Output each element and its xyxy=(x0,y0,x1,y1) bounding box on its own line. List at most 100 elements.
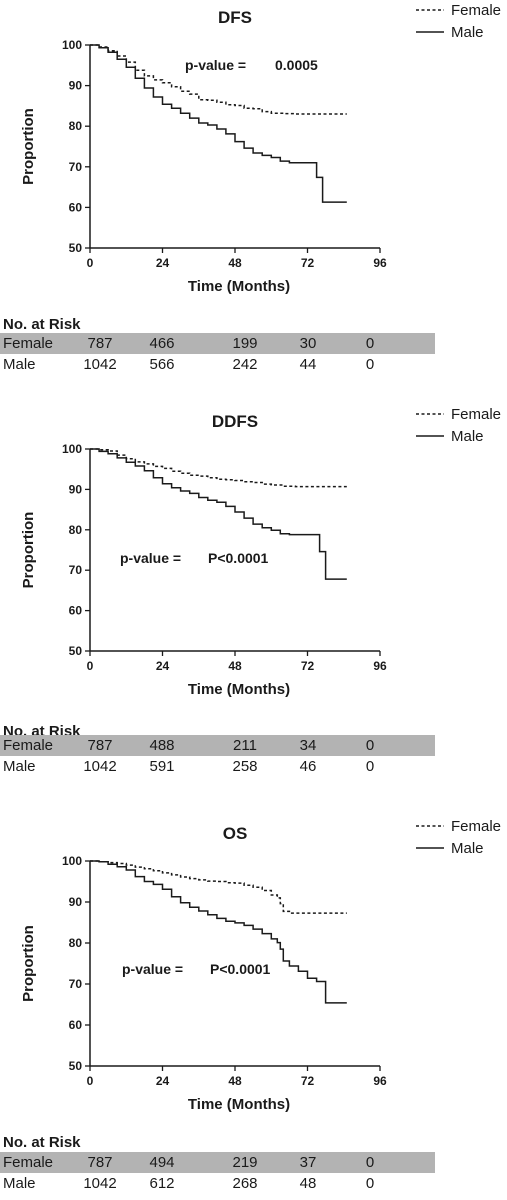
risk-cell: 787 xyxy=(87,1154,112,1171)
risk-cell: 0 xyxy=(366,1154,374,1171)
y-tick-label: 60 xyxy=(69,604,83,618)
risk-row-label: Female xyxy=(3,335,53,352)
x-tick-label: 72 xyxy=(301,1074,315,1088)
risk-cell: 0 xyxy=(366,737,374,754)
y-tick-label: 70 xyxy=(69,563,83,577)
x-tick-label: 48 xyxy=(228,659,242,673)
chart-panel-os: OS Female Male 50 60 70 80 90 100 0 24 48 72 96 Time (… xyxy=(0,818,501,1192)
risk-cell: 258 xyxy=(232,758,257,775)
series-line-male xyxy=(90,448,347,580)
y-tick-label: 70 xyxy=(69,977,83,991)
p-value-label: p-value = xyxy=(120,550,181,566)
legend-label-male: Male xyxy=(451,428,484,445)
x-tick-label: 0 xyxy=(87,1074,94,1088)
risk-row-shade xyxy=(0,333,435,354)
chart-title: DFS xyxy=(218,8,252,27)
chart-panel-dfs: DFS Female Male 50 60 70 80 90 100 0 24 48 72 96 Time … xyxy=(0,2,501,373)
risk-cell: 494 xyxy=(149,1154,174,1171)
risk-cell: 48 xyxy=(300,1175,317,1192)
series-line-female xyxy=(90,448,347,488)
chart-title: DDFS xyxy=(212,412,258,431)
risk-cell: 591 xyxy=(149,758,174,775)
risk-cell: 268 xyxy=(232,1175,257,1192)
risk-cell: 787 xyxy=(87,737,112,754)
p-value: P<0.0001 xyxy=(210,961,271,977)
x-axis-label: Time (Months) xyxy=(188,681,290,698)
risk-cell: 44 xyxy=(300,356,317,373)
p-value-label: p-value = xyxy=(185,57,246,73)
x-tick-label: 0 xyxy=(87,659,94,673)
x-tick-label: 72 xyxy=(301,256,315,270)
x-tick-label: 0 xyxy=(87,256,94,270)
y-tick-label: 50 xyxy=(69,1059,83,1073)
risk-cell: 30 xyxy=(300,335,317,352)
risk-cell: 0 xyxy=(366,1175,374,1192)
y-tick-label: 100 xyxy=(62,442,82,456)
x-tick-label: 24 xyxy=(156,256,170,270)
y-tick-label: 50 xyxy=(69,644,83,658)
risk-cell: 566 xyxy=(149,356,174,373)
series-line-female xyxy=(90,44,347,115)
y-axis-label: Proportion xyxy=(20,925,37,1002)
p-value: 0.0005 xyxy=(275,57,318,73)
legend-label-female: Female xyxy=(451,818,501,835)
risk-cell: 37 xyxy=(300,1154,317,1171)
risk-cell: 1042 xyxy=(83,758,116,775)
y-tick-label: 80 xyxy=(69,119,83,133)
risk-cell: 787 xyxy=(87,335,112,352)
x-axis-label: Time (Months) xyxy=(188,278,290,295)
risk-row-label: Male xyxy=(3,356,36,373)
y-tick-label: 60 xyxy=(69,1018,83,1032)
x-tick-label: 96 xyxy=(373,1074,387,1088)
x-tick-label: 96 xyxy=(373,256,387,270)
risk-cell: 199 xyxy=(232,335,257,352)
risk-cell: 466 xyxy=(149,335,174,352)
risk-cell: 0 xyxy=(366,758,374,775)
y-tick-label: 90 xyxy=(69,895,83,909)
y-tick-label: 90 xyxy=(69,79,83,93)
y-axis-label: Proportion xyxy=(20,108,37,185)
legend-label-female: Female xyxy=(451,406,501,423)
risk-row-shade xyxy=(0,1152,435,1173)
y-tick-label: 60 xyxy=(69,200,83,214)
y-tick-label: 90 xyxy=(69,482,83,496)
risk-cell: 1042 xyxy=(83,356,116,373)
y-tick-label: 70 xyxy=(69,160,83,174)
risk-row-label: Male xyxy=(3,758,36,775)
x-tick-label: 96 xyxy=(373,659,387,673)
x-tick-label: 24 xyxy=(156,1074,170,1088)
risk-row-shade xyxy=(0,735,435,756)
x-axis-label: Time (Months) xyxy=(188,1096,290,1113)
y-tick-label: 80 xyxy=(69,523,83,537)
legend-label-male: Male xyxy=(451,24,484,41)
series-line-male xyxy=(90,44,347,203)
x-tick-label: 48 xyxy=(228,1074,242,1088)
risk-row-label: Female xyxy=(3,1154,53,1171)
risk-cell: 219 xyxy=(232,1154,257,1171)
y-tick-label: 50 xyxy=(69,241,83,255)
risk-cell: 612 xyxy=(149,1175,174,1192)
risk-cell: 46 xyxy=(300,758,317,775)
risk-cell: 242 xyxy=(232,356,257,373)
risk-table-title: No. at Risk xyxy=(3,1134,81,1151)
y-tick-label: 100 xyxy=(62,38,82,52)
chart-title: OS xyxy=(223,824,248,843)
risk-cell: 211 xyxy=(233,737,257,754)
risk-row-label: Male xyxy=(3,1175,36,1192)
y-axis-label: Proportion xyxy=(20,512,37,589)
p-value-label: p-value = xyxy=(122,961,183,977)
x-tick-label: 24 xyxy=(156,659,170,673)
x-tick-label: 72 xyxy=(301,659,315,673)
y-tick-label: 100 xyxy=(62,854,82,868)
legend-label-male: Male xyxy=(451,840,484,857)
y-tick-label: 80 xyxy=(69,936,83,950)
risk-cell: 1042 xyxy=(83,1175,116,1192)
risk-cell: 0 xyxy=(366,335,374,352)
chart-panel-ddfs: DDFS Female Male 50 60 70 80 90 100 0 24 48 72 96 Time… xyxy=(0,406,501,775)
risk-cell: 34 xyxy=(300,737,317,754)
risk-row-label: Female xyxy=(3,737,53,754)
risk-cell: 488 xyxy=(149,737,174,754)
series-line-female xyxy=(90,860,347,914)
risk-cell: 0 xyxy=(366,356,374,373)
